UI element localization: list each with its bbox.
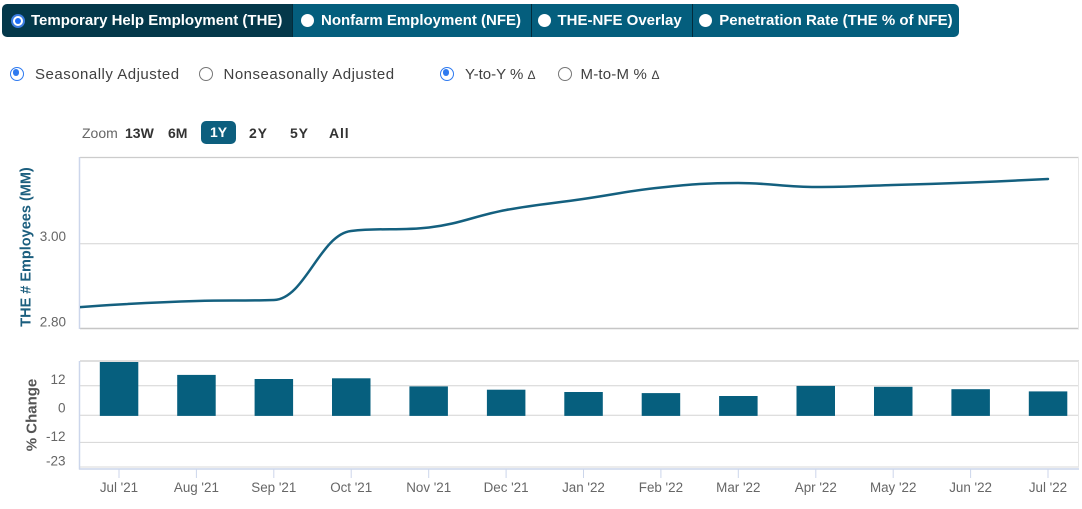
svg-text:Mar '22: Mar '22 xyxy=(716,480,760,495)
svg-text:Apr '22: Apr '22 xyxy=(795,480,837,495)
svg-text:THE # Employees (MM): THE # Employees (MM) xyxy=(19,167,35,327)
svg-text:Jul '21: Jul '21 xyxy=(100,480,138,495)
svg-text:Jul '22: Jul '22 xyxy=(1029,480,1067,495)
svg-text:-23: -23 xyxy=(46,454,66,469)
svg-text:12: 12 xyxy=(50,372,65,387)
svg-text:Feb '22: Feb '22 xyxy=(639,480,683,495)
svg-text:2.80: 2.80 xyxy=(40,315,66,330)
svg-text:Jan '22: Jan '22 xyxy=(562,480,605,495)
svg-text:Oct '21: Oct '21 xyxy=(330,480,372,495)
svg-text:% Change: % Change xyxy=(24,379,41,452)
svg-text:May '22: May '22 xyxy=(870,480,916,495)
svg-text:3.00: 3.00 xyxy=(40,229,66,244)
svg-text:Jun '22: Jun '22 xyxy=(949,480,992,495)
svg-text:Aug '21: Aug '21 xyxy=(174,480,219,495)
svg-text:Nov '21: Nov '21 xyxy=(406,480,451,495)
svg-text:-12: -12 xyxy=(46,429,66,444)
svg-text:0: 0 xyxy=(58,401,66,416)
svg-text:Dec '21: Dec '21 xyxy=(484,480,529,495)
svg-text:Sep '21: Sep '21 xyxy=(251,480,296,495)
